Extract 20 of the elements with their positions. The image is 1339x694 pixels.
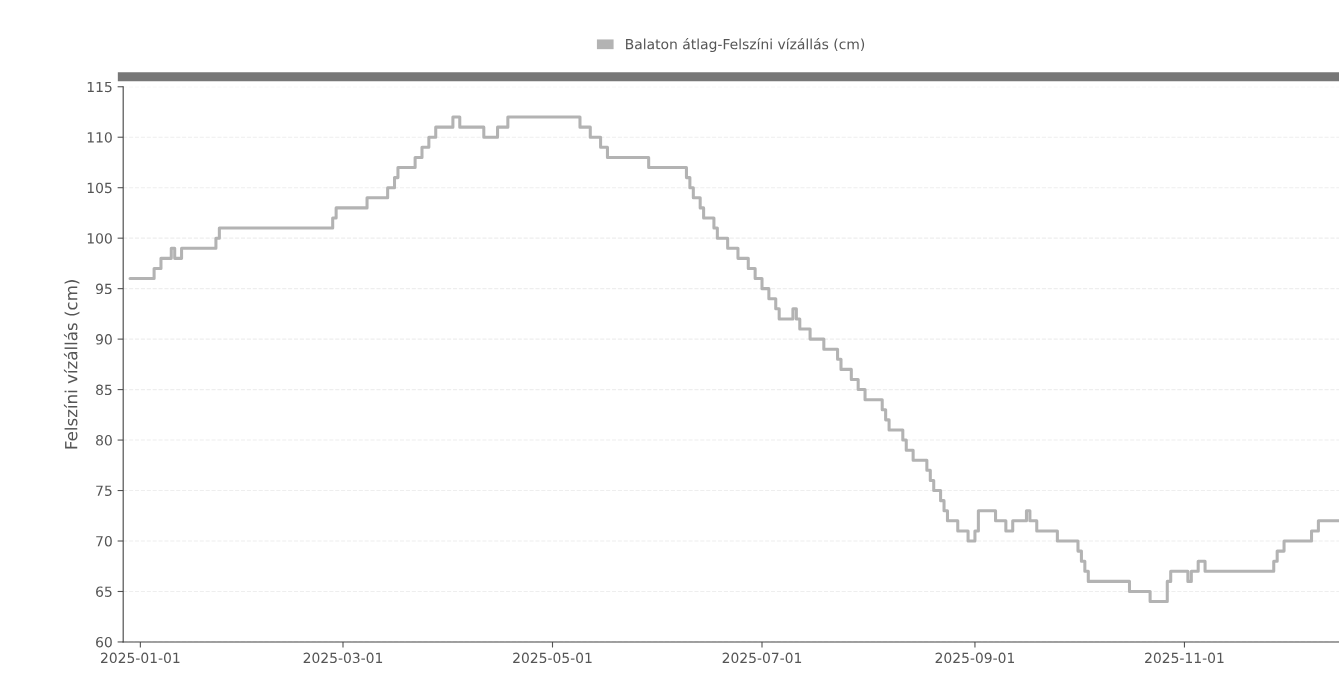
y-tick-label: 80 <box>96 435 112 446</box>
y-tick-label: 110 <box>87 132 112 143</box>
x-tick-label: 2025-11-01 <box>1145 652 1224 664</box>
y-tick-label: 100 <box>87 233 112 244</box>
y-tick-label: 115 <box>87 81 112 93</box>
y-tick-label: 65 <box>96 586 112 597</box>
x-tick-label: 2025-07-01 <box>722 652 802 664</box>
x-tick-label: 2025-05-01 <box>513 652 592 664</box>
legend-label: Balaton átlag-Felszíni vízállás (cm) <box>626 38 865 53</box>
y-tick-label: 70 <box>96 535 112 547</box>
y-axis-title: Felszíni vízállás (cm) <box>63 280 80 449</box>
x-tick-label: 2025-01-01 <box>101 652 180 664</box>
y-tick-label: 75 <box>96 485 112 497</box>
y-tick-label: 95 <box>95 283 112 295</box>
y-tick-label: 85 <box>96 384 112 396</box>
y-tick-label: 90 <box>95 334 112 345</box>
y-tick-label: 105 <box>87 182 112 194</box>
x-tick-label: 2025-03-01 <box>303 652 383 664</box>
y-tick-label: 60 <box>96 636 112 648</box>
x-tick-label: 2025-09-01 <box>935 652 1015 664</box>
